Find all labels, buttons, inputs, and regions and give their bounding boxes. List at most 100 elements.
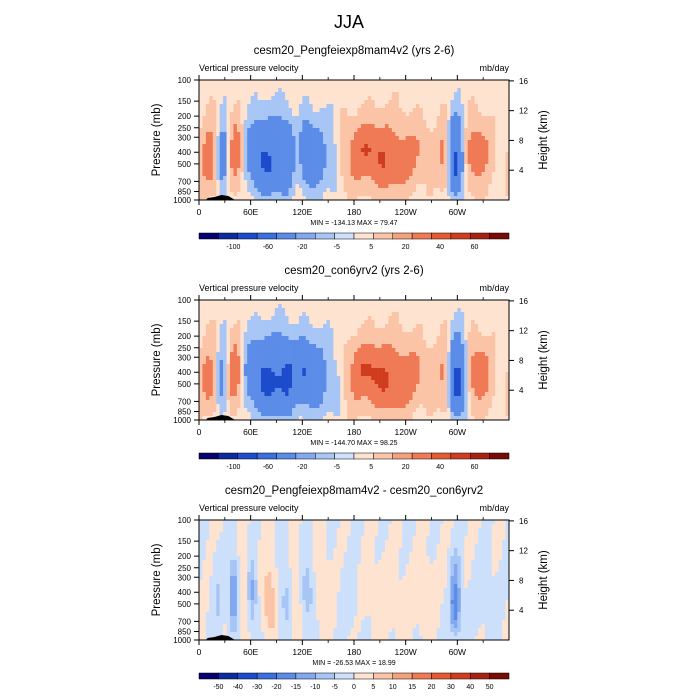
field-cell	[212, 380, 217, 385]
field-cell	[326, 396, 331, 401]
field-cell	[274, 404, 279, 409]
field-cell	[209, 384, 214, 389]
field-cell	[443, 332, 448, 337]
field-cell	[261, 332, 265, 337]
field-cell	[409, 156, 413, 161]
field-cell	[288, 104, 293, 109]
field-cell	[416, 368, 420, 373]
field-cell	[233, 156, 238, 161]
field-cell	[364, 304, 369, 309]
field-cell	[481, 196, 486, 201]
field-cell	[302, 92, 307, 97]
units-label: mb/day	[479, 63, 509, 73]
field-cell	[354, 120, 358, 125]
field-cell	[381, 132, 386, 137]
field-cell	[312, 172, 317, 177]
field-cell	[371, 396, 375, 401]
field-cell	[378, 360, 382, 365]
field-cell	[360, 104, 365, 109]
field-cell	[360, 80, 365, 85]
field-cell	[364, 188, 369, 193]
field-cell	[347, 340, 351, 345]
field-cell	[419, 176, 424, 181]
field-cell	[212, 396, 217, 401]
field-cell	[319, 364, 324, 369]
field-cell	[226, 356, 231, 361]
field-cell	[267, 80, 272, 85]
field-cell	[302, 312, 307, 317]
field-cell	[336, 340, 341, 345]
field-cell	[329, 140, 334, 145]
field-cell	[223, 404, 227, 409]
field-cell	[274, 416, 279, 421]
field-cell	[350, 396, 355, 401]
field-cell	[205, 84, 210, 89]
colorbar-swatch	[276, 232, 297, 240]
field-cell	[378, 316, 382, 321]
field-cell	[405, 348, 410, 353]
field-cell	[457, 100, 462, 105]
field-cell	[381, 324, 386, 329]
field-cell	[426, 172, 431, 177]
field-cell	[398, 320, 403, 325]
field-cell	[343, 344, 348, 349]
field-cell	[416, 112, 420, 117]
field-cell	[278, 412, 282, 417]
field-cell	[254, 120, 258, 125]
field-cell	[347, 304, 351, 309]
field-cell	[236, 116, 241, 121]
field-cell	[271, 376, 276, 381]
field-cell	[223, 304, 227, 309]
field-cell	[357, 360, 362, 365]
field-cell	[278, 332, 282, 337]
field-cell	[429, 140, 434, 145]
field-cell	[354, 112, 358, 117]
field-cell	[381, 304, 386, 309]
field-cell	[202, 320, 207, 325]
field-cell	[336, 176, 341, 181]
field-cell	[292, 112, 296, 117]
field-cell	[498, 116, 503, 121]
field-cell	[212, 348, 217, 353]
field-cell	[212, 148, 217, 153]
field-cell	[295, 172, 300, 177]
field-cell	[412, 168, 417, 173]
field-cell	[488, 164, 493, 169]
field-cell	[223, 92, 227, 97]
field-cell	[305, 316, 310, 321]
field-cell	[312, 336, 317, 341]
field-cell	[381, 172, 386, 177]
field-cell	[250, 184, 255, 189]
field-cell	[257, 152, 262, 157]
field-cell	[378, 84, 382, 89]
field-cell	[429, 108, 434, 113]
field-cell	[354, 196, 358, 201]
field-cell	[319, 408, 324, 413]
field-cell	[357, 164, 362, 169]
field-cell	[264, 116, 269, 121]
field-cell	[309, 348, 313, 353]
field-cell	[247, 392, 251, 397]
field-cell	[395, 192, 400, 197]
field-cell	[336, 312, 341, 317]
field-cell	[329, 336, 334, 341]
field-cell	[226, 316, 231, 321]
field-cell	[223, 344, 227, 349]
field-cell	[498, 184, 503, 189]
field-cell	[429, 356, 434, 361]
field-cell	[216, 184, 220, 189]
field-cell	[209, 184, 214, 189]
field-cell	[264, 128, 269, 133]
field-cell	[364, 96, 369, 101]
field-cell	[309, 180, 313, 185]
field-cell	[412, 388, 417, 393]
field-cell	[274, 308, 279, 313]
field-cell	[243, 80, 248, 85]
field-cell	[312, 164, 317, 169]
field-cell	[447, 308, 451, 313]
field-cell	[343, 304, 348, 309]
field-cell	[309, 304, 313, 309]
field-cell	[488, 116, 493, 121]
field-cell	[285, 384, 289, 389]
field-cell	[378, 96, 382, 101]
